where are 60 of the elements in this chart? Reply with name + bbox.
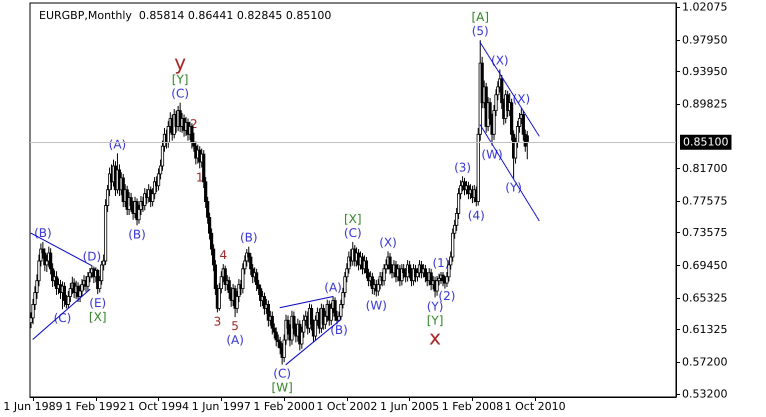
annotation: [A] (471, 10, 490, 24)
candlestick (435, 275, 439, 296)
annotation: (C) (273, 366, 292, 381)
candlestick (86, 271, 90, 292)
annotation: [W] (272, 380, 293, 395)
y-tick-label: 1.02075 (682, 0, 728, 14)
y-tick-label: 0.77575 (682, 194, 728, 208)
candlestick (255, 268, 258, 292)
annotation: y (174, 50, 186, 75)
annotation: (A) (324, 280, 342, 295)
annotation: 4 (219, 248, 228, 262)
annotation: (X) (379, 235, 397, 250)
x-tick-label: 1 Oct 2002 (316, 400, 378, 413)
candlestick (388, 252, 392, 275)
x-tick-label: 1 Jun 2005 (380, 400, 440, 413)
y-tick-label: 0.93950 (682, 64, 728, 78)
annotation: (D) (82, 250, 102, 264)
candlestick (143, 188, 146, 211)
x-tick-label: 1 Feb 2008 (442, 400, 504, 413)
text: EURGBP,Monthly 0.85814 0.86441 0.82845 0.85100 (39, 9, 332, 22)
annotation: (B) (34, 226, 52, 240)
y-tick-label: 0.61325 (682, 323, 728, 336)
candlestick (62, 282, 66, 308)
y-tick-label: 0.57200 (682, 356, 728, 369)
y-tick-label: 0.53200 (682, 387, 728, 400)
x-tick-label: 1 Jun 1997 (192, 400, 251, 413)
annotation: (A) (226, 333, 244, 348)
annotation: [X] (344, 212, 362, 226)
x-tick-label: 1 Feb 1992 (65, 400, 127, 413)
annotation: (X) (491, 53, 509, 68)
annotation: (E) (89, 296, 106, 310)
x-tick-label: 1 Oct 2010 (504, 400, 566, 413)
annotation: 5 (231, 319, 239, 334)
annotation: (C) (344, 226, 362, 240)
y-tick-label: 0.89825 (682, 98, 728, 111)
x-tick-label: 1 Feb 2000 (253, 400, 315, 413)
x-tick-label: 1 Jun 1989 (3, 400, 63, 413)
candlestick (382, 264, 386, 286)
annotation: x (429, 325, 442, 350)
y-tick-label: 0.81700 (682, 162, 728, 175)
ref-line-label: 0.85100 (683, 136, 728, 149)
x-tick-label: 1 Oct 1994 (128, 400, 190, 413)
annotation: (B) (330, 323, 348, 338)
annotation: (5) (472, 24, 489, 38)
annotation: 3 (214, 314, 222, 328)
candlestick (333, 296, 337, 322)
annotation: [Y] (426, 313, 444, 328)
y-tick-label: 0.69450 (682, 258, 728, 272)
annotation: (C) (171, 86, 190, 101)
annotation: [Y] (172, 72, 188, 87)
y-tick-label: 0.73575 (682, 226, 728, 240)
annotation: (B) (240, 230, 258, 245)
annotation: (3) (454, 160, 472, 174)
annotation: (W) (366, 298, 387, 313)
annotation: [X] (88, 310, 107, 324)
annotation: (1) (432, 256, 450, 270)
y-tick-label: 0.97950 (682, 33, 728, 46)
annotation: (4) (468, 208, 485, 222)
annotation: (B) (128, 227, 146, 242)
y-tick-label: 0.65325 (682, 291, 728, 304)
